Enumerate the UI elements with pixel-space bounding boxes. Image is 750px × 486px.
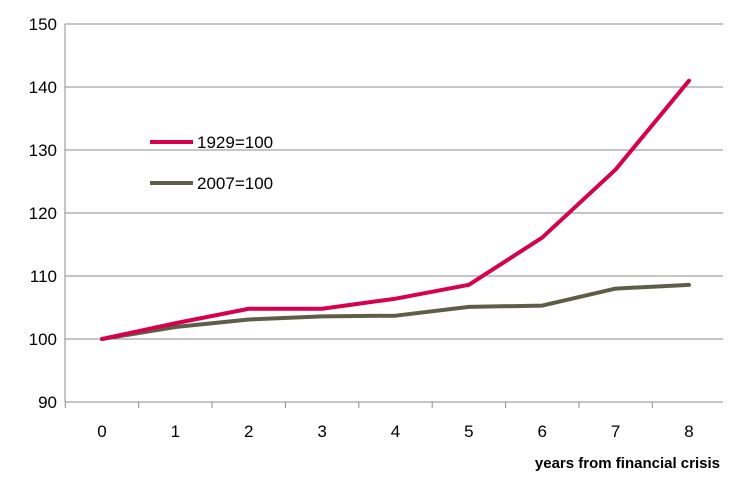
y-tick-label: 100 [29, 330, 57, 349]
x-tick-label: 1 [171, 422, 180, 441]
x-axis-title: years from financial crisis [535, 455, 720, 472]
series-lines [100, 78, 691, 341]
x-tick-label: 4 [391, 422, 400, 441]
legend: 1929=100 2007=100 [150, 133, 273, 193]
legend-label: 1929=100 [197, 133, 273, 152]
y-tick-label: 130 [29, 141, 57, 160]
x-tick-label: 8 [684, 422, 693, 441]
y-tick-label: 120 [29, 204, 57, 223]
y-tick-label: 110 [30, 267, 57, 286]
x-tick-label: 3 [317, 422, 326, 441]
x-tick-label: 0 [97, 422, 106, 441]
y-gridlines [65, 23, 723, 403]
x-tick-label: 2 [244, 422, 253, 441]
x-tick-label: 5 [464, 422, 473, 441]
y-tick-label: 150 [29, 15, 57, 34]
x-tick-label: 6 [538, 422, 547, 441]
series-line [100, 78, 691, 341]
x-axis [64, 24, 723, 408]
x-tick-label: 7 [611, 422, 620, 441]
y-tick-label: 140 [29, 78, 57, 97]
legend-label: 2007=100 [197, 174, 273, 193]
x-axis-tick-labels: 0 1 2 3 4 5 6 7 8 [97, 422, 693, 441]
y-tick-label: 90 [38, 393, 57, 412]
y-axis-tick-labels: 90 100 110 120 130 140 150 [29, 15, 57, 412]
series-line [100, 282, 691, 341]
